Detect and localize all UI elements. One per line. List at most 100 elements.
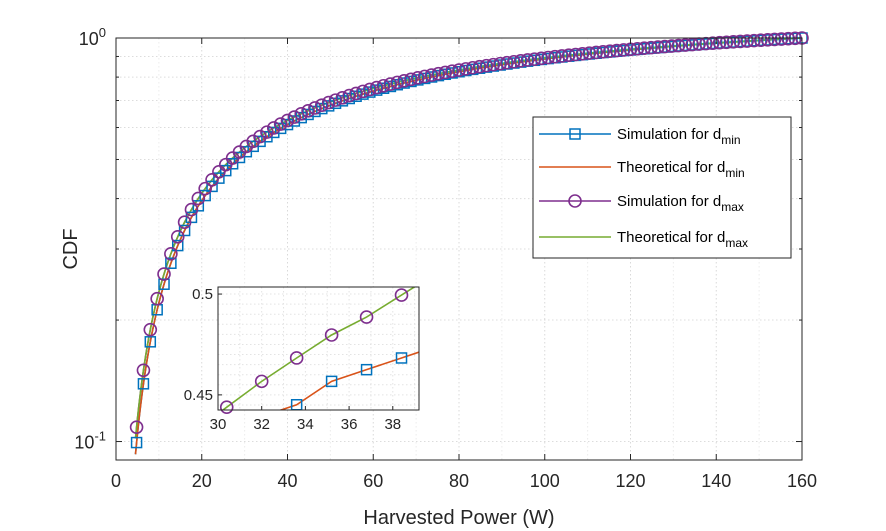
data-point-dmax xyxy=(616,43,631,57)
data-point-dmax xyxy=(356,84,370,99)
data-point-dmax xyxy=(369,80,384,95)
data-point-dmin xyxy=(213,172,225,184)
data-point-dmin xyxy=(199,189,211,202)
data-point-dmax xyxy=(685,37,700,52)
data-point-dmax xyxy=(561,48,576,63)
data-point-dmax xyxy=(246,134,260,149)
data-point-dmax xyxy=(609,43,624,58)
data-point-dmax xyxy=(411,71,425,85)
data-point-dmin xyxy=(192,200,205,212)
data-point-dmin xyxy=(748,35,760,47)
inset-x-tick-label: 34 xyxy=(297,416,314,433)
data-point-dmin xyxy=(775,33,788,45)
data-point-dmax xyxy=(754,33,768,48)
data-point-dmax xyxy=(328,93,343,107)
data-point-dmax xyxy=(651,40,665,54)
data-point-dmax xyxy=(363,82,377,97)
data-point-dmax xyxy=(637,41,652,55)
inset-data-point-dmin xyxy=(395,352,408,364)
inset-x-tick-label: 36 xyxy=(341,416,358,433)
data-point-dmax xyxy=(212,165,226,179)
legend-label-3: Simulation for dmax xyxy=(617,193,744,214)
x-tick-label: 0 xyxy=(111,471,121,491)
data-point-dmax xyxy=(671,38,686,53)
inset-data-point-dmax xyxy=(359,310,374,324)
data-point-dmax xyxy=(308,101,322,115)
data-point-dmax xyxy=(541,50,555,65)
legend-label-2: Theoretical for dmin xyxy=(617,159,745,180)
data-point-dmax xyxy=(177,215,192,230)
inset-data-point-dmin xyxy=(360,363,373,376)
legend-marker-1 xyxy=(569,128,581,140)
data-point-dmax xyxy=(479,58,494,73)
data-point-dmax xyxy=(253,129,267,144)
inset-zoom-plot: 30 32 34 36 38 0.45 0.5 xyxy=(184,286,420,433)
x-tick-label: 40 xyxy=(277,471,297,491)
inset-series-lines xyxy=(221,287,419,410)
inset-data-point-dmax xyxy=(394,288,409,302)
data-point-dmin xyxy=(158,278,170,290)
data-point-dmin xyxy=(206,180,218,193)
data-point-dmin xyxy=(165,257,177,269)
data-point-dmax xyxy=(321,95,336,110)
legend-marker-3 xyxy=(568,194,582,208)
data-point-dmax xyxy=(500,55,514,70)
inset-x-tick-label: 32 xyxy=(253,416,270,433)
x-tick-label: 100 xyxy=(530,471,560,491)
data-point-dmax xyxy=(472,59,487,74)
series-markers xyxy=(129,31,809,449)
data-point-dmax xyxy=(335,90,350,105)
data-point-dmax xyxy=(266,121,281,135)
data-point-dmin xyxy=(761,34,774,46)
data-point-dmax xyxy=(747,33,761,48)
x-axis-ticks: 0 20 40 60 80 100 120 140 160 xyxy=(111,38,817,491)
data-point-dmax xyxy=(678,38,693,52)
data-point-dmax xyxy=(527,52,542,66)
data-point-dmax xyxy=(465,60,480,75)
data-point-dmax xyxy=(582,46,597,60)
data-point-dmax xyxy=(287,110,302,124)
data-point-dmax xyxy=(719,35,734,50)
data-point-dmax xyxy=(452,63,466,77)
data-point-dmax xyxy=(664,39,679,53)
data-point-dmax xyxy=(383,77,398,91)
x-tick-label: 160 xyxy=(787,471,817,491)
x-tick-label: 20 xyxy=(192,471,212,491)
data-point-dmax xyxy=(760,33,775,47)
data-point-dmax xyxy=(493,56,507,71)
data-point-dmin xyxy=(144,336,157,348)
x-axis-label: Harvested Power (W) xyxy=(363,507,554,529)
data-point-dmax xyxy=(438,65,453,80)
data-point-dmax xyxy=(150,291,164,306)
inset-y-tick-label: 0.45 xyxy=(184,387,213,404)
x-tick-label: 80 xyxy=(449,471,469,491)
data-point-dmax xyxy=(534,51,549,66)
data-point-dmax xyxy=(445,64,459,79)
data-point-dmax xyxy=(657,39,672,54)
x-tick-label: 60 xyxy=(363,471,383,491)
data-point-dmax xyxy=(170,229,185,244)
data-point-dmax xyxy=(129,420,144,434)
data-point-dmax xyxy=(376,78,391,93)
data-point-dmin xyxy=(220,164,232,177)
data-point-dmax xyxy=(767,32,782,47)
data-point-dmax xyxy=(706,36,720,50)
data-point-dmax xyxy=(342,88,357,103)
inset-y-tick-label: 0.5 xyxy=(192,286,213,303)
data-point-dmin xyxy=(782,33,795,45)
data-point-dmax xyxy=(198,181,212,196)
data-point-dmax xyxy=(733,34,748,49)
data-point-dmax xyxy=(781,31,796,46)
legend: Simulation for dmin Theoretical for dmin S… xyxy=(532,116,792,259)
inset-x-tick-label: 30 xyxy=(210,416,227,433)
data-point-dmax xyxy=(301,103,315,118)
inset-line-dmin xyxy=(278,351,419,410)
data-point-dmin xyxy=(755,34,767,47)
data-point-dmax xyxy=(260,125,274,139)
legend-box xyxy=(532,116,792,259)
data-point-dmax xyxy=(164,246,178,261)
data-point-dmax xyxy=(507,54,521,69)
data-point-dmax xyxy=(184,202,199,217)
data-point-dmax xyxy=(404,72,418,87)
data-point-dmin xyxy=(185,211,198,224)
